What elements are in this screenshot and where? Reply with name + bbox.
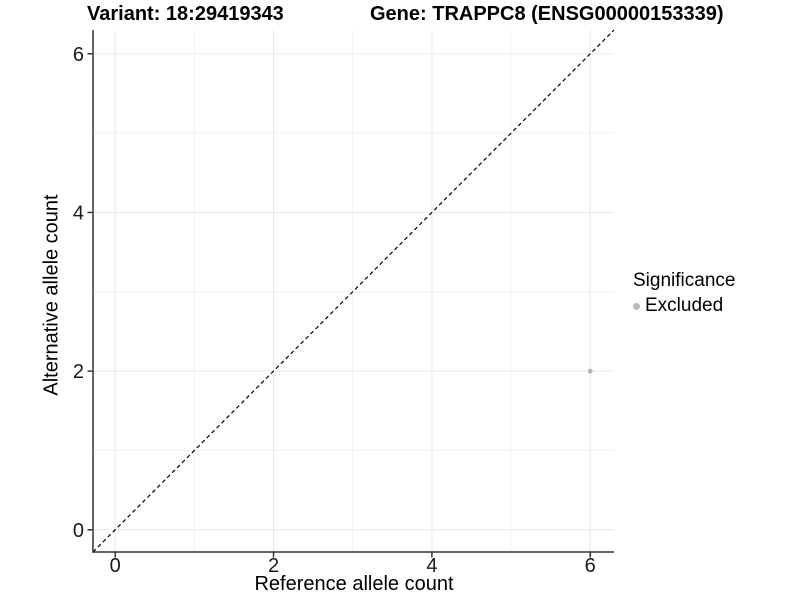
x-axis-title: Reference allele count (254, 573, 454, 595)
y-tick-label: 2 (73, 361, 84, 383)
legend-item-label: Excluded (645, 295, 724, 316)
y-tick-label: 6 (73, 44, 84, 66)
legend-title: Significance (633, 270, 736, 291)
legend: Significance Excluded (633, 270, 735, 317)
excluded-point-icon (633, 302, 640, 310)
y-tick-label: 0 (73, 520, 84, 542)
gene-title: Gene: TRAPPC8 (ENSG00000153339) (370, 3, 724, 25)
identity-reference-line (92, 29, 615, 553)
legend-item-excluded: Excluded (633, 295, 735, 317)
x-tick-label: 0 (110, 555, 121, 577)
data-point (587, 368, 593, 374)
y-axis-title: Alternative allele count (40, 194, 63, 396)
x-tick-label: 2 (268, 555, 279, 577)
y-tick-label: 4 (73, 202, 84, 224)
x-tick-label: 4 (426, 555, 437, 577)
variant-title: Variant: 18:29419343 (87, 3, 284, 25)
x-tick-label: 6 (585, 555, 596, 577)
